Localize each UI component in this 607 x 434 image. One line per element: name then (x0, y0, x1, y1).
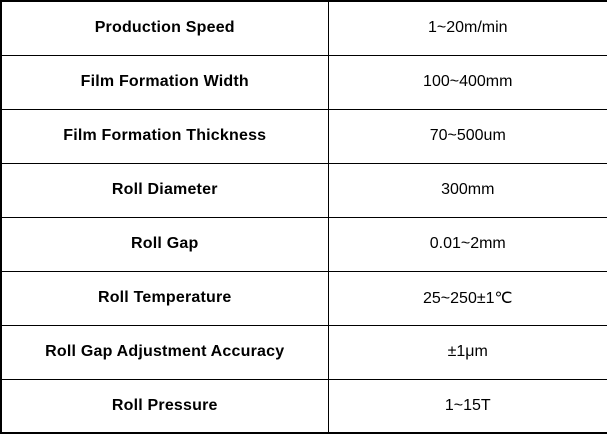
spec-value: 1~15T (327, 378, 607, 434)
table-row: Film Formation Width 100~400mm (0, 54, 607, 110)
spec-label: Production Speed (0, 0, 329, 56)
spec-label: Roll Gap Adjustment Accuracy (0, 324, 329, 380)
spec-value: ±1μm (327, 324, 607, 380)
table-row: Roll Gap 0.01~2mm (0, 216, 607, 272)
spec-label: Roll Diameter (0, 162, 329, 218)
spec-label: Roll Temperature (0, 270, 329, 326)
spec-label: Film Formation Width (0, 54, 329, 110)
spec-value: 100~400mm (327, 54, 607, 110)
table-row: Roll Temperature 25~250±1℃ (0, 270, 607, 326)
table-row: Film Formation Thickness 70~500um (0, 108, 607, 164)
spec-label: Roll Gap (0, 216, 329, 272)
spec-value: 1~20m/min (327, 0, 607, 56)
table-row: Roll Pressure 1~15T (0, 378, 607, 434)
table-row: Roll Gap Adjustment Accuracy ±1μm (0, 324, 607, 380)
spec-value: 70~500um (327, 108, 607, 164)
table-row: Roll Diameter 300mm (0, 162, 607, 218)
spec-label: Film Formation Thickness (0, 108, 329, 164)
spec-value: 300mm (327, 162, 607, 218)
spec-label: Roll Pressure (0, 378, 329, 434)
table-row: Production Speed 1~20m/min (0, 0, 607, 56)
spec-value: 0.01~2mm (327, 216, 607, 272)
spec-value: 25~250±1℃ (327, 270, 607, 326)
